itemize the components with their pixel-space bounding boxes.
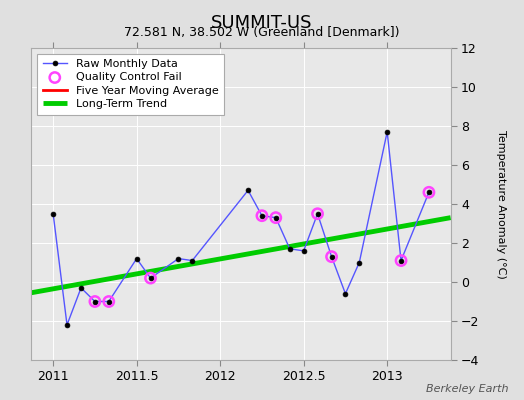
Text: Berkeley Earth: Berkeley Earth	[426, 384, 508, 394]
Quality Control Fail	[105, 298, 113, 305]
Quality Control Fail	[328, 254, 336, 260]
Raw Monthly Data	[426, 190, 432, 195]
Y-axis label: Temperature Anomaly (°C): Temperature Anomaly (°C)	[496, 130, 506, 278]
Quality Control Fail	[397, 257, 405, 264]
Raw Monthly Data	[92, 299, 98, 304]
Raw Monthly Data	[314, 211, 321, 216]
Raw Monthly Data	[175, 256, 181, 261]
Quality Control Fail	[146, 275, 155, 281]
Raw Monthly Data	[134, 256, 140, 261]
Raw Monthly Data	[356, 260, 363, 265]
Raw Monthly Data	[384, 130, 390, 134]
Raw Monthly Data	[398, 258, 404, 263]
Line: Raw Monthly Data: Raw Monthly Data	[51, 130, 431, 327]
Raw Monthly Data	[50, 211, 56, 216]
Raw Monthly Data	[78, 286, 84, 290]
Quality Control Fail	[271, 214, 280, 221]
Raw Monthly Data	[287, 246, 293, 251]
Raw Monthly Data	[342, 291, 348, 296]
Raw Monthly Data	[106, 299, 112, 304]
Raw Monthly Data	[272, 215, 279, 220]
Legend: Raw Monthly Data, Quality Control Fail, Five Year Moving Average, Long-Term Tren: Raw Monthly Data, Quality Control Fail, …	[37, 54, 224, 115]
Raw Monthly Data	[259, 213, 265, 218]
Quality Control Fail	[425, 189, 433, 196]
Text: 72.581 N, 38.502 W (Greenland [Denmark]): 72.581 N, 38.502 W (Greenland [Denmark])	[124, 26, 400, 39]
Raw Monthly Data	[301, 248, 307, 253]
Quality Control Fail	[313, 210, 322, 217]
Raw Monthly Data	[245, 188, 251, 193]
Raw Monthly Data	[147, 276, 154, 280]
Raw Monthly Data	[189, 258, 195, 263]
Quality Control Fail	[91, 298, 99, 305]
Quality Control Fail	[258, 212, 266, 219]
Raw Monthly Data	[64, 322, 70, 327]
Raw Monthly Data	[329, 254, 335, 259]
Text: SUMMIT-US: SUMMIT-US	[211, 14, 313, 32]
